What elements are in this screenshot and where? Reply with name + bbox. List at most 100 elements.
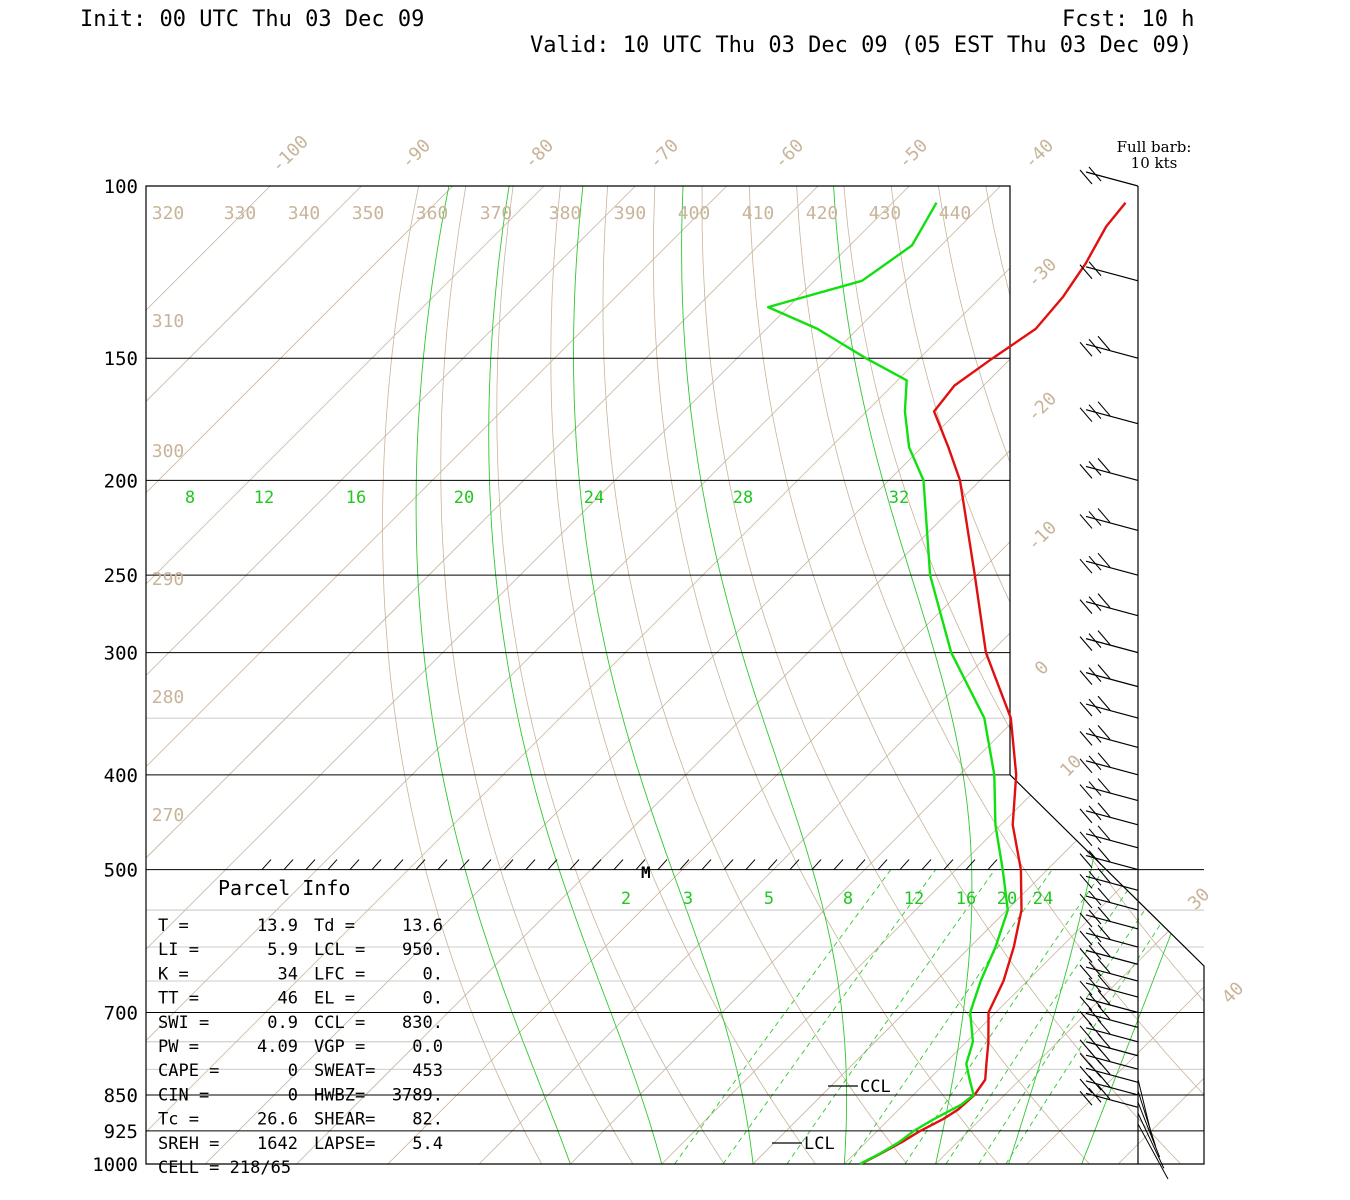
parcel-info-cell: Tc = [158,1110,199,1130]
temperature-profile [860,201,1127,1166]
theta-label: 280 [152,687,185,708]
pressure-tick-label: 150 [104,348,138,370]
wind-barb [1079,825,1139,849]
m-marker: M [641,863,651,882]
parcel-info-cell: CIN = [158,1085,209,1105]
parcel-info-cell: VGP = [314,1037,365,1057]
wind-barb [1079,990,1139,1014]
theta-label: 370 [480,203,513,224]
parcel-info-cell: CELL = 218/65 [158,1158,291,1178]
mixing-ratio-label: 3 [683,889,693,909]
parcel-info-cell: 0. [423,989,443,1009]
parcel-info-cell: 0 [288,1061,298,1081]
mixing-ratio-label: 16 [346,488,366,508]
isotherm-label: -50 [894,135,932,173]
wind-barb [1079,942,1139,965]
wind-barb [1137,1090,1156,1147]
wind-barb [1079,887,1139,911]
parcel-info-cell: CAPE = [158,1061,219,1081]
wind-barbs [1079,166,1169,1180]
wind-barb [1079,725,1139,748]
theta-label: 360 [416,203,449,224]
isotherm-label: 40 [1218,978,1248,1008]
parcel-info-cell: 0 [288,1085,298,1105]
isotherm-label: -40 [1020,135,1058,173]
parcel-info-cell: 0. [423,964,443,984]
pressure-tick-label: 250 [104,565,138,587]
mixing-ratio-label: 20 [454,488,474,508]
wind-barb [1079,335,1139,359]
wind-barb [1079,847,1139,871]
wind-barb [1079,1084,1139,1108]
parcel-info-cell: LAPSE= [314,1134,375,1154]
parcel-info-cell: CCL = [314,1013,365,1033]
parcel-info-cell: 3789. [392,1085,443,1105]
theta-label: 320 [152,203,185,224]
parcel-info-cell: 13.6 [402,916,443,936]
parcel-info-cell: LFC = [314,964,365,984]
parcel-info-cell: Td = [314,916,355,936]
wind-barb [1137,1123,1169,1180]
wind-barb [1079,552,1139,576]
mixing-ratio-label: 24 [1033,889,1053,909]
isotherm-label: -100 [267,131,313,177]
wind-barb [1079,630,1139,654]
parcel-info-cell: HWBZ= [314,1085,365,1105]
theta-label: 420 [806,203,839,224]
lcl-marker: LCL [772,1134,835,1154]
wind-barb [1079,695,1139,719]
wind-barb [1079,1019,1139,1043]
wind-barb [1137,1079,1152,1135]
mixing-ratio-label: 5 [764,889,774,909]
isotherm-label: 10 [1056,751,1086,781]
theta-label: 330 [224,203,257,224]
pressure-tick-label: 200 [104,470,138,492]
dewpoint-profile [766,202,1009,1166]
parcel-info-cell: LI = [158,940,199,960]
mixing-ratio-label: 8 [185,488,195,508]
wind-barb [1079,664,1139,688]
parcel-info-cell: PW = [158,1037,199,1057]
isotherm-label: -60 [770,135,808,173]
theta-label: 310 [152,311,185,332]
theta-label: 390 [614,203,647,224]
parcel-info-cell: SWI = [158,1013,209,1033]
parcel-info-cell: 34 [278,964,298,984]
parcel-info-cell: 5.9 [267,940,298,960]
parcel-info-cell: 830. [402,1013,443,1033]
mixing-ratio-label: 8 [843,889,853,909]
parcel-info-cell: 5.4 [412,1134,443,1154]
parcel-info-cell: K = [158,964,189,984]
parcel-info-cell: 13.9 [257,916,298,936]
pressure-tick-label: 500 [104,860,138,882]
wind-barb [1079,401,1139,425]
ccl-marker: CCL [828,1077,891,1097]
theta-label: 340 [288,203,321,224]
ccl-label: CCL [860,1077,891,1097]
wind-barb [1079,508,1139,532]
theta-label: 290 [152,569,185,590]
theta-label: 400 [678,203,711,224]
theta-label: 350 [352,203,385,224]
wind-barb [1079,802,1139,826]
mixing-ratio-label: 16 [956,889,976,909]
theta-label: 440 [939,203,972,224]
theta-label: 380 [549,203,582,224]
parcel-info-panel: Parcel Info T = 13.9 Td = 13.6 LI = 5.9 LCL = 9… [158,876,443,1178]
parcel-info-cell: T = [158,916,189,936]
parcel-info-cell: TT = [158,989,199,1009]
parcel-info-cell: SWEAT= [314,1061,375,1081]
pressure-tick-label: 1000 [92,1154,138,1176]
theta-label: 270 [152,805,185,826]
parcel-info-cell: 26.6 [257,1110,298,1130]
sounding-profiles [766,201,1127,1166]
wind-barb [1079,1033,1139,1057]
isotherm-label: -20 [1023,388,1061,426]
theta-label: 300 [152,441,185,462]
pressure-tick-label: 925 [104,1121,138,1143]
parcel-info-cell: 46 [278,989,298,1009]
parcel-info-cell: 0.9 [267,1013,298,1033]
isotherm-label: -80 [520,135,558,173]
